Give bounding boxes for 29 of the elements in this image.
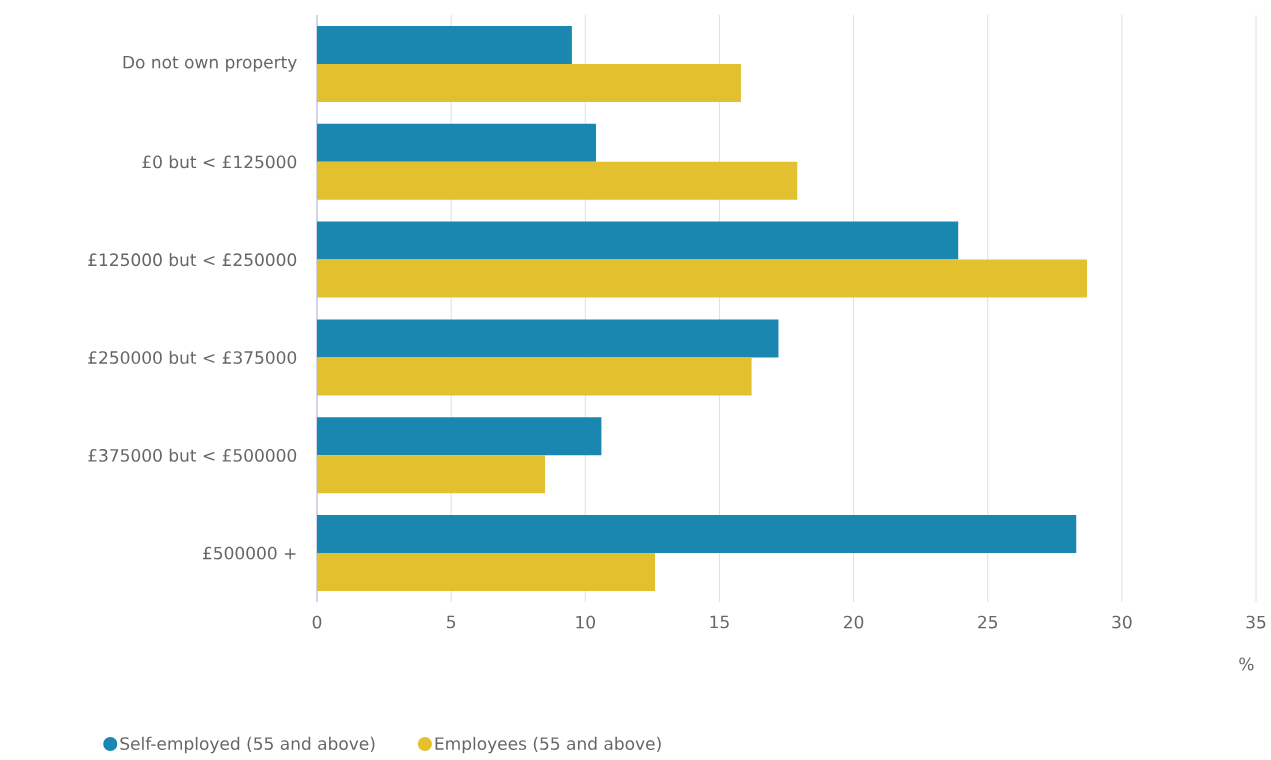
y-tick-label: £125000 but < £250000 xyxy=(88,253,297,267)
bar xyxy=(317,319,779,358)
x-tick-label: 5 xyxy=(447,615,456,629)
bar xyxy=(317,123,597,162)
bar xyxy=(317,259,1087,298)
x-tick-label: 0 xyxy=(312,615,322,629)
y-tick-label: Do not own property xyxy=(123,55,297,72)
bar xyxy=(317,417,602,456)
x-tick-label: 10 xyxy=(576,615,595,629)
bar xyxy=(317,25,572,64)
x-tick-label: 25 xyxy=(978,615,998,629)
bar xyxy=(317,553,656,592)
y-tick-label: £500000 + xyxy=(203,546,296,560)
x-axis-title: % xyxy=(1239,657,1254,671)
x-tick-label: 35 xyxy=(1246,615,1266,629)
x-tick-label: 30 xyxy=(1112,615,1132,629)
bar xyxy=(317,455,546,494)
bar xyxy=(317,515,1077,554)
y-tick-label: £250000 but < £375000 xyxy=(88,350,297,364)
y-tick-label: £375000 but < £500000 xyxy=(88,448,297,462)
x-tick-label: 15 xyxy=(710,615,729,629)
bar xyxy=(317,161,798,200)
bar xyxy=(317,221,959,260)
legend-label: Employees (55 and above) xyxy=(435,736,661,754)
x-tick-label: 20 xyxy=(844,615,864,629)
legend-label: Self-employed (55 and above) xyxy=(120,736,375,754)
bar xyxy=(317,357,752,396)
y-tick-label: £0 but < £125000 xyxy=(142,155,297,169)
bar xyxy=(317,63,741,102)
